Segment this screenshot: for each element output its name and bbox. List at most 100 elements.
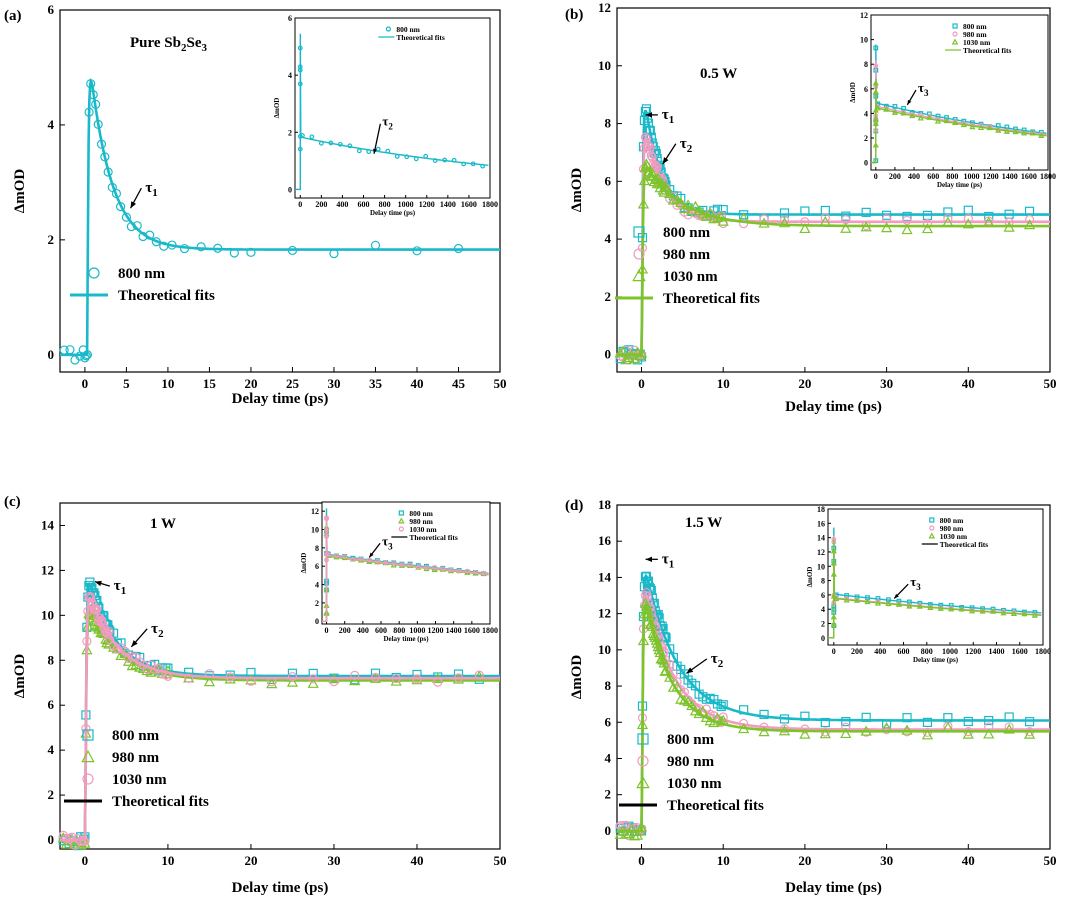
tau-annotation: τ2: [151, 621, 164, 640]
inset-marker: [350, 557, 356, 562]
legend-marker: [636, 776, 650, 789]
inset-marker: [309, 134, 315, 140]
inset-legend-label: Theoretical fits: [396, 33, 444, 42]
inset-x-tick-label: 400: [874, 647, 886, 656]
annotation-arrow-head: [662, 157, 669, 164]
inset-x-axis-label: Delay time (ps): [937, 181, 983, 189]
panel-label: (b): [565, 7, 583, 23]
legend-label: 800 nm: [112, 728, 160, 744]
data-marker: [921, 729, 934, 740]
inset-tau-annotation: τ3: [918, 80, 929, 98]
fit-line: [60, 582, 500, 842]
data-marker: [203, 676, 216, 687]
y-tick-label: 10: [41, 607, 54, 622]
inset-x-tick-label: 800: [379, 200, 391, 209]
tau-symbol: τ: [711, 651, 718, 667]
inset-marker: [423, 153, 429, 159]
inset-marker: [874, 600, 882, 606]
inset-y-tick-label: 2: [864, 134, 868, 143]
inset-marker: [1020, 129, 1028, 136]
inset-x-tick-label: 200: [315, 200, 327, 209]
y-axis-label: ΔmOD: [12, 169, 28, 214]
tau-annotation: τ2: [680, 136, 693, 155]
inset-y-tick-label: 12: [860, 11, 868, 20]
x-tick-label: 40: [962, 853, 975, 868]
inset-x-tick-label: 1000: [398, 200, 414, 209]
axes-frame: [616, 504, 1051, 850]
data-marker: [653, 177, 665, 188]
data-marker: [921, 223, 934, 234]
inset-x-tick-label: 1600: [1012, 647, 1028, 656]
inset-frame: [870, 14, 1049, 171]
y-tick-label: 2: [48, 787, 55, 802]
y-tick-label: 14: [598, 569, 612, 584]
y-axis-label: ΔmOD: [569, 655, 585, 700]
annotation-arrow-head: [645, 556, 653, 563]
inset-marker: [461, 161, 467, 167]
inset-legend-label: 980 nm: [409, 517, 433, 526]
inset-marker: [297, 45, 303, 51]
inset-marker: [853, 597, 861, 603]
y-tick-label: 6: [605, 173, 612, 188]
data-marker: [715, 715, 727, 726]
inset-marker: [318, 140, 324, 146]
chart-title: Pure Sb2Se3: [130, 35, 207, 54]
inset-marker: [342, 554, 348, 560]
data-marker: [759, 709, 769, 720]
inset-x-tick-label: 800: [946, 172, 958, 181]
y-tick-label: 18: [598, 497, 612, 512]
fit-line: [60, 596, 500, 842]
inset-x-tick-label: 600: [898, 647, 910, 656]
tau-subscript: 3: [916, 582, 921, 592]
inset-y-tick-label: 6: [288, 14, 292, 23]
inset-marker: [374, 558, 380, 564]
inset-y-tick-label: 12: [817, 548, 825, 557]
inset-y-tick-label: 8: [315, 544, 319, 553]
inset-x-tick-label: 1000: [409, 626, 425, 635]
inset-y-tick-label: 8: [864, 60, 868, 69]
inset-x-tick-label: 0: [832, 647, 836, 656]
inset-y-tick-label: 6: [315, 562, 319, 571]
inset-x-axis-label: Delay time (ps): [383, 635, 429, 643]
inset-marker: [481, 570, 487, 576]
series-1030-nm: [614, 158, 1050, 365]
inset-marker: [986, 124, 993, 131]
legend-label: Theoretical fits: [667, 798, 764, 814]
inset-marker: [1038, 132, 1045, 139]
y-tick-label: 12: [41, 562, 54, 577]
y-tick-label: 8: [605, 116, 612, 131]
y-tick-label: 2: [605, 289, 612, 304]
tau-annotation: τ1: [662, 107, 674, 126]
legend-marker: [633, 226, 645, 238]
x-tick-label: 30: [880, 376, 893, 391]
legend-marker: [637, 755, 649, 767]
tau-subscript: 2: [388, 122, 393, 132]
tau-subscript: 1: [669, 558, 675, 570]
inset-marker: [407, 562, 413, 568]
data-marker: [861, 207, 871, 217]
x-tick-label: 10: [161, 853, 174, 868]
inset-marker: [356, 148, 362, 154]
y-axis-label: ΔmOD: [12, 654, 28, 699]
inset-y-tick-label: 2: [821, 620, 825, 629]
x-tick-label: 30: [327, 853, 340, 868]
inset-y-tick-label: 0: [315, 617, 319, 626]
inset-x-tick-label: 400: [908, 172, 920, 181]
inset-y-tick-label: 4: [821, 605, 825, 614]
data-marker: [157, 669, 167, 679]
data-marker: [717, 215, 729, 226]
inset-marker: [415, 564, 421, 570]
inset-marker: [979, 608, 986, 614]
inset-marker: [937, 605, 944, 611]
y-tick-label: 6: [48, 697, 55, 712]
inset-x-tick-label: 200: [851, 647, 863, 656]
legend-label: 1030 nm: [112, 772, 167, 788]
inset-legend-marker: [929, 525, 935, 531]
inset-series: [828, 539, 1042, 639]
x-axis-label: Delay time (ps): [232, 880, 329, 896]
data-marker: [623, 827, 635, 839]
data-marker: [840, 222, 852, 233]
inset-marker: [906, 603, 913, 609]
